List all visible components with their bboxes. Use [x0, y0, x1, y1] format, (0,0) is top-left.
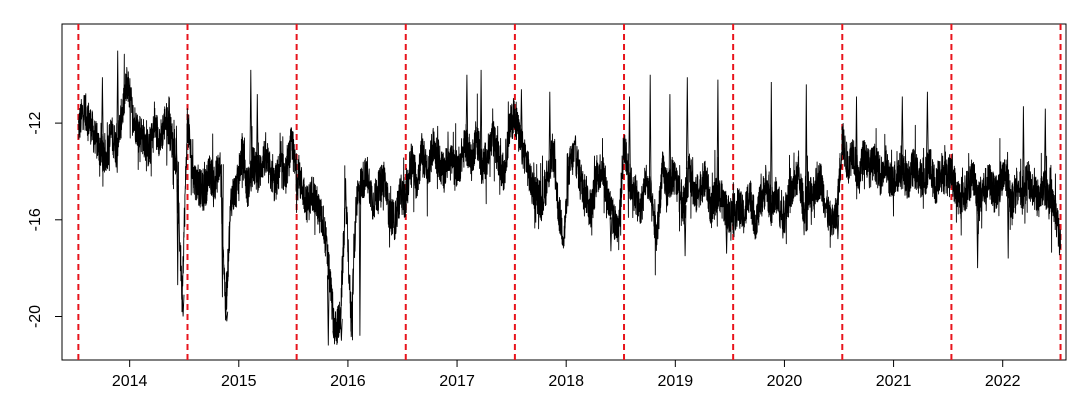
y-tick-label-0: -12 — [27, 111, 44, 134]
series-spike-11 — [340, 318, 343, 341]
y-tick-label-2: -20 — [27, 305, 44, 328]
x-tick-label-4: 2018 — [548, 373, 584, 390]
series-spike-33 — [1006, 173, 1010, 259]
series-spike-31 — [926, 91, 929, 162]
series-spike-34 — [1022, 106, 1025, 194]
series-spike-21 — [668, 94, 672, 189]
series-spike-13 — [361, 181, 365, 199]
series-spike-15 — [479, 69, 483, 170]
series-spike-1 — [101, 77, 104, 150]
y-axis: -12 -16 -20 — [27, 111, 62, 328]
series-spike-27 — [804, 84, 808, 211]
series-spike-0 — [116, 50, 119, 148]
series-spike-29 — [855, 96, 858, 182]
plot-frame — [61, 23, 1067, 361]
series-spike-14 — [465, 74, 469, 143]
series-spike-6 — [225, 311, 229, 322]
series-spike-8 — [256, 94, 259, 177]
x-tick-label-8: 2022 — [985, 373, 1021, 390]
series-spike-2 — [167, 96, 171, 136]
series-spike-18 — [609, 217, 613, 252]
series-spike-28 — [836, 214, 840, 240]
series-spike-25 — [725, 212, 728, 254]
series-spike-7 — [249, 69, 253, 165]
series-spike-9 — [326, 275, 330, 346]
x-tick-label-0: 2014 — [112, 373, 148, 390]
x-tick-label-7: 2021 — [876, 373, 912, 390]
x-tick-label-3: 2017 — [439, 373, 475, 390]
series-spike-3 — [176, 161, 180, 286]
series-spike-10 — [332, 330, 336, 339]
series-spike-5 — [221, 164, 224, 298]
series-spike-24 — [716, 79, 720, 194]
series-spike-35 — [1043, 108, 1047, 187]
series-spike-30 — [900, 96, 904, 170]
series-spike-23 — [685, 77, 689, 170]
x-tick-label-6: 2020 — [767, 373, 803, 390]
x-tick-label-1: 2015 — [221, 373, 257, 390]
series-spike-12 — [358, 181, 362, 336]
series-spike-32 — [976, 197, 979, 269]
event-vlines — [77, 24, 1062, 360]
series-spike-16 — [520, 89, 523, 145]
series-line-0 — [77, 53, 1061, 345]
series-spike-4 — [181, 294, 185, 317]
x-axis: 2014 2015 2016 2017 2018 2019 2020 2021 2022 — [112, 360, 1021, 390]
series-spike-26 — [770, 81, 773, 208]
series-layer — [77, 50, 1061, 346]
x-tick-label-5: 2019 — [658, 373, 694, 390]
y-tick-label-1: -16 — [27, 208, 44, 231]
x-tick-label-2: 2016 — [330, 373, 366, 390]
series-spike-20 — [648, 74, 652, 201]
series-spike-19 — [628, 96, 631, 182]
series-spike-22 — [683, 205, 687, 257]
series-spike-17 — [548, 91, 552, 179]
